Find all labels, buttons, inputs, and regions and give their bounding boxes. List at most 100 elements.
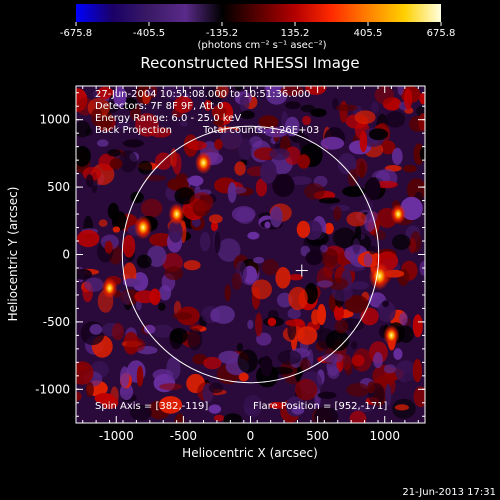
heatmap-cell: [351, 405, 374, 413]
heatmap-cell: [270, 206, 283, 228]
heatmap-cell: [186, 140, 207, 151]
heatmap-cell: [143, 324, 156, 334]
heatmap-cell: [119, 366, 130, 388]
heatmap-cell: [260, 160, 277, 184]
heatmap-cell: [320, 244, 328, 253]
colorbar-tick-label: -675.8: [60, 28, 92, 39]
solar-limb-circle: [121, 125, 380, 384]
heatmap-cell: [244, 407, 259, 415]
heatmap-cell: [346, 211, 368, 227]
heatmap-cell: [320, 136, 345, 150]
heatmap-cell: [412, 358, 422, 383]
heatmap-cell: [288, 176, 312, 186]
heatmap-cell: [287, 308, 301, 320]
heatmap-cell: [107, 202, 119, 220]
bright-source: [368, 262, 390, 291]
heatmap-cell: [239, 93, 250, 113]
heatmap-cell: [104, 240, 113, 254]
spin-axis-marker: [295, 264, 308, 277]
heatmap-cell: [189, 192, 214, 212]
heatmap-cell: [258, 115, 279, 129]
heatmap-cell: [169, 328, 188, 344]
heatmap-cell: [149, 233, 173, 247]
heatmap-cell: [234, 86, 243, 91]
heatmap-cell: [98, 219, 108, 227]
detectors-label: Detectors: 7F 8F 9F, Att 0: [95, 101, 223, 112]
heatmap-cell: [164, 266, 184, 281]
x-tick-label: -1000: [99, 429, 134, 443]
heatmap-cell: [363, 253, 373, 267]
heatmap-texture: [76, 86, 425, 423]
heatmap-cell: [349, 281, 370, 290]
y-axis: -1000 -500 0 500 1000: [35, 92, 425, 417]
heatmap-cell: [316, 280, 334, 288]
heatmap-cell: [403, 88, 413, 110]
heatmap-cell: [391, 234, 411, 250]
heatmap-cell: [364, 212, 376, 232]
heatmap-cell: [324, 222, 334, 235]
heatmap-cell: [368, 245, 377, 255]
heatmap-cell: [237, 349, 258, 374]
spin-axis-label: Spin Axis = [382,-119]: [95, 401, 208, 412]
heatmap-cell: [76, 268, 92, 280]
bright-source: [390, 204, 406, 225]
heatmap-cell: [268, 402, 286, 409]
chart-title: Reconstructed RHESSI Image: [140, 54, 359, 72]
heatmap-cell: [211, 305, 235, 324]
heatmap-cell: [346, 383, 370, 397]
heatmap-cell: [359, 130, 368, 153]
heatmap-cell: [203, 356, 222, 370]
heatmap-cell: [297, 154, 311, 169]
heatmap-cell: [238, 138, 253, 161]
heatmap-cell: [189, 324, 203, 331]
heatmap-cell: [158, 302, 166, 311]
heatmap-cell: [399, 312, 408, 326]
heatmap-cell: [412, 314, 423, 338]
heatmap-cell: [122, 139, 144, 148]
heatmap-cell: [76, 242, 82, 262]
heatmap-cell: [247, 319, 254, 330]
heatmap-cell: [213, 119, 225, 126]
heatmap-cell: [321, 353, 346, 363]
heatmap-cell: [373, 352, 383, 369]
heatmap-cell: [385, 111, 406, 128]
heatmap-cell: [236, 207, 255, 225]
y-tick-label: -500: [43, 315, 70, 329]
y-axis-label: Heliocentric Y (arcsec): [6, 187, 20, 322]
heatmap-cell: [342, 186, 366, 197]
heatmap-cell: [214, 231, 221, 254]
heatmap-cell: [172, 152, 182, 175]
heatmap-cell: [234, 161, 246, 176]
heatmap-cell: [89, 324, 103, 335]
heatmap-cell: [146, 88, 154, 97]
heatmap-cell: [204, 99, 212, 111]
heatmap-cell: [247, 231, 260, 240]
heatmap-cell: [272, 173, 295, 197]
x-axis: -1000 -500 0 500 1000: [82, 86, 419, 443]
heatmap-cell: [174, 413, 185, 423]
colorbar-tick-label: -135.2: [206, 28, 238, 39]
x-tick-label: 1000: [369, 429, 400, 443]
heatmap-cell: [188, 175, 204, 187]
y-tick-label: 500: [47, 180, 70, 194]
heatmap-cell: [296, 220, 311, 238]
heatmap-cell: [134, 290, 157, 304]
heatmap-cell: [214, 139, 223, 150]
heatmap-cell: [122, 278, 141, 287]
heatmap-cell: [217, 238, 241, 262]
heatmap-cell: [97, 139, 109, 147]
heatmap-cell: [213, 414, 225, 422]
bright-source: [383, 324, 400, 347]
heatmap-cell: [166, 356, 181, 381]
heatmap-cell: [397, 86, 404, 96]
heatmap-cell: [122, 97, 138, 111]
x-tick-label: 500: [306, 429, 329, 443]
heatmap-cell: [159, 383, 183, 391]
heatmap-cell: [350, 341, 358, 350]
heatmap-cell: [339, 100, 348, 123]
heatmap-cell: [402, 164, 417, 173]
heatmap-cell: [341, 354, 352, 370]
colorbar-tick-label: 135.2: [281, 28, 310, 39]
heatmap-cell: [90, 108, 103, 127]
heatmap-cell: [311, 309, 320, 325]
